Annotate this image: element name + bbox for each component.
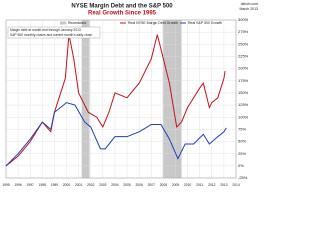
x-tick-label: 2001 — [75, 183, 83, 187]
date: March 2013 — [240, 7, 259, 11]
chart-subtitle: Real Growth Since 1995 — [88, 11, 157, 17]
x-tick-label: 2005 — [123, 183, 131, 187]
x-tick-label: 1999 — [51, 183, 59, 187]
legend-swatch — [60, 21, 66, 25]
x-tick-label: 2014 — [232, 183, 240, 187]
series-line — [5, 102, 227, 167]
y-tick-label: 100% — [238, 114, 249, 119]
annotation: S&P 500 monthly closes and current month… — [10, 33, 92, 37]
x-tick-label: 2006 — [135, 183, 143, 187]
y-tick-label: 125% — [238, 102, 249, 107]
y-tick-label: 225% — [238, 54, 249, 59]
y-tick-label: -25% — [238, 175, 248, 180]
x-tick-label: 2009 — [172, 183, 180, 187]
x-tick-label: 2003 — [99, 183, 107, 187]
x-tick-label: 1998 — [39, 183, 47, 187]
y-tick-label: 300% — [238, 17, 249, 22]
y-tick-label: 0% — [238, 163, 244, 168]
y-tick-label: 250% — [238, 41, 249, 46]
legend-label: Recessions — [68, 21, 86, 25]
x-tick-label: 2004 — [111, 183, 119, 187]
x-tick-label: 2002 — [87, 183, 95, 187]
source: dshort.com — [241, 2, 258, 6]
y-tick-label: 75% — [238, 126, 246, 131]
x-tick-label: 2000 — [63, 183, 71, 187]
chart: NYSE Margin Debt and the S&P 500 Real Gr… — [2, 1, 259, 187]
legend-label: Real S&P 500 Growth — [188, 21, 222, 25]
chart-title: NYSE Margin Debt and the S&P 500 — [71, 4, 173, 10]
x-tick-label: 2010 — [184, 183, 192, 187]
y-tick-label: 175% — [238, 78, 249, 83]
y-tick-label: 50% — [238, 139, 246, 144]
y-tick-label: 25% — [238, 151, 246, 156]
y-tick-label: 150% — [238, 90, 249, 95]
x-tick-label: 1995 — [2, 183, 10, 187]
note-box — [7, 26, 101, 39]
x-tick-label: 2013 — [220, 183, 228, 187]
recession-band — [81, 20, 90, 178]
plot-frame — [5, 19, 237, 179]
x-tick-label: 2011 — [196, 183, 203, 187]
legend-label: Real NYSE Margin Debt Growth — [128, 21, 178, 25]
x-tick-label: 1996 — [14, 183, 22, 187]
y-tick-label: 200% — [238, 66, 249, 71]
x-tick-label: 2007 — [148, 183, 156, 187]
x-tick-label: 2012 — [208, 183, 216, 187]
x-tick-label: 2008 — [160, 183, 168, 187]
x-tick-label: 1997 — [27, 183, 35, 187]
annotation: Margin debt at month-end through January… — [10, 28, 81, 32]
y-tick-label: 275% — [238, 29, 249, 34]
